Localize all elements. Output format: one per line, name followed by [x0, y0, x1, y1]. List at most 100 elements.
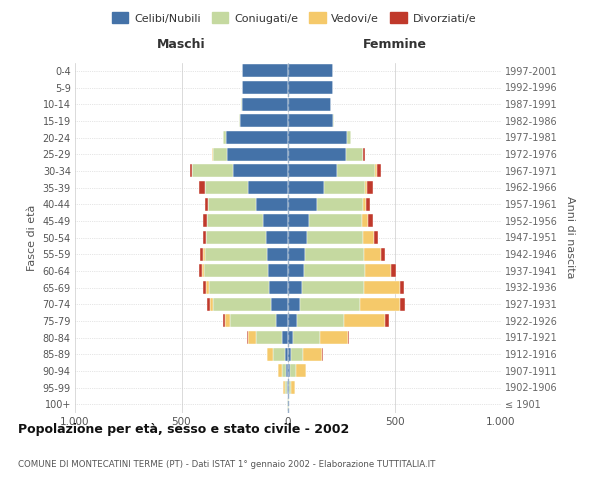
Bar	[324, 181, 365, 194]
Bar	[192, 164, 233, 177]
Bar	[385, 314, 389, 328]
Bar	[333, 114, 334, 128]
Bar	[288, 131, 347, 144]
Bar	[304, 264, 365, 278]
Bar	[322, 348, 323, 360]
Bar	[269, 281, 288, 294]
Bar	[337, 164, 376, 177]
Bar	[288, 148, 346, 160]
Bar	[202, 264, 204, 278]
Bar	[199, 181, 205, 194]
Bar	[400, 281, 404, 294]
Bar	[376, 164, 377, 177]
Bar	[205, 248, 266, 260]
Bar	[301, 298, 359, 310]
Bar	[263, 214, 288, 228]
Bar	[362, 214, 368, 228]
Bar	[293, 331, 320, 344]
Bar	[347, 131, 350, 144]
Bar	[288, 264, 304, 278]
Bar	[365, 181, 367, 194]
Bar	[400, 298, 404, 310]
Bar	[208, 198, 256, 210]
Bar	[288, 214, 309, 228]
Bar	[288, 331, 293, 344]
Bar	[206, 281, 209, 294]
Bar	[291, 381, 295, 394]
Bar	[209, 298, 214, 310]
Text: Popolazione per età, sesso e stato civile - 2002: Popolazione per età, sesso e stato civil…	[18, 422, 349, 436]
Bar	[281, 331, 288, 344]
Bar	[203, 248, 205, 260]
Bar	[240, 114, 288, 128]
Bar	[206, 231, 266, 244]
Bar	[347, 331, 349, 344]
Bar	[205, 181, 248, 194]
Bar	[309, 214, 362, 228]
Bar	[226, 131, 288, 144]
Bar	[288, 231, 307, 244]
Y-axis label: Anni di nascita: Anni di nascita	[565, 196, 575, 278]
Bar	[288, 348, 291, 360]
Bar	[289, 381, 291, 394]
Bar	[205, 198, 208, 210]
Bar	[305, 248, 364, 260]
Bar	[213, 148, 227, 160]
Bar	[288, 98, 331, 110]
Y-axis label: Fasce di età: Fasce di età	[27, 204, 37, 270]
Bar	[381, 248, 385, 260]
Bar	[367, 181, 373, 194]
Bar	[209, 281, 269, 294]
Bar	[248, 331, 256, 344]
Bar	[247, 331, 248, 344]
Bar	[288, 381, 289, 394]
Bar	[364, 148, 365, 160]
Bar	[276, 314, 288, 328]
Bar	[346, 148, 362, 160]
Bar	[256, 331, 281, 344]
Bar	[288, 198, 317, 210]
Bar	[288, 81, 333, 94]
Bar	[242, 81, 288, 94]
Bar	[203, 214, 207, 228]
Bar	[364, 231, 374, 244]
Bar	[288, 281, 302, 294]
Bar	[363, 198, 366, 210]
Bar	[302, 281, 364, 294]
Bar	[377, 164, 380, 177]
Bar	[286, 381, 287, 394]
Bar	[283, 364, 286, 378]
Bar	[362, 148, 364, 160]
Bar	[288, 364, 290, 378]
Bar	[224, 314, 230, 328]
Bar	[278, 364, 283, 378]
Bar	[214, 298, 271, 310]
Bar	[317, 198, 363, 210]
Bar	[199, 264, 202, 278]
Bar	[200, 248, 203, 260]
Bar	[288, 248, 305, 260]
Bar	[298, 314, 344, 328]
Bar	[203, 281, 206, 294]
Bar	[307, 231, 364, 244]
Bar	[207, 298, 209, 310]
Bar	[204, 264, 268, 278]
Bar	[364, 248, 381, 260]
Bar	[374, 231, 378, 244]
Bar	[242, 64, 288, 78]
Bar	[273, 348, 285, 360]
Bar	[359, 298, 400, 310]
Bar	[291, 348, 304, 360]
Bar	[223, 131, 226, 144]
Bar	[296, 364, 306, 378]
Bar	[266, 248, 288, 260]
Bar	[288, 64, 333, 78]
Bar	[223, 314, 224, 328]
Bar	[287, 381, 288, 394]
Bar	[288, 114, 333, 128]
Bar	[266, 231, 288, 244]
Bar	[207, 214, 208, 228]
Bar	[364, 281, 400, 294]
Bar	[248, 181, 288, 194]
Bar	[288, 164, 337, 177]
